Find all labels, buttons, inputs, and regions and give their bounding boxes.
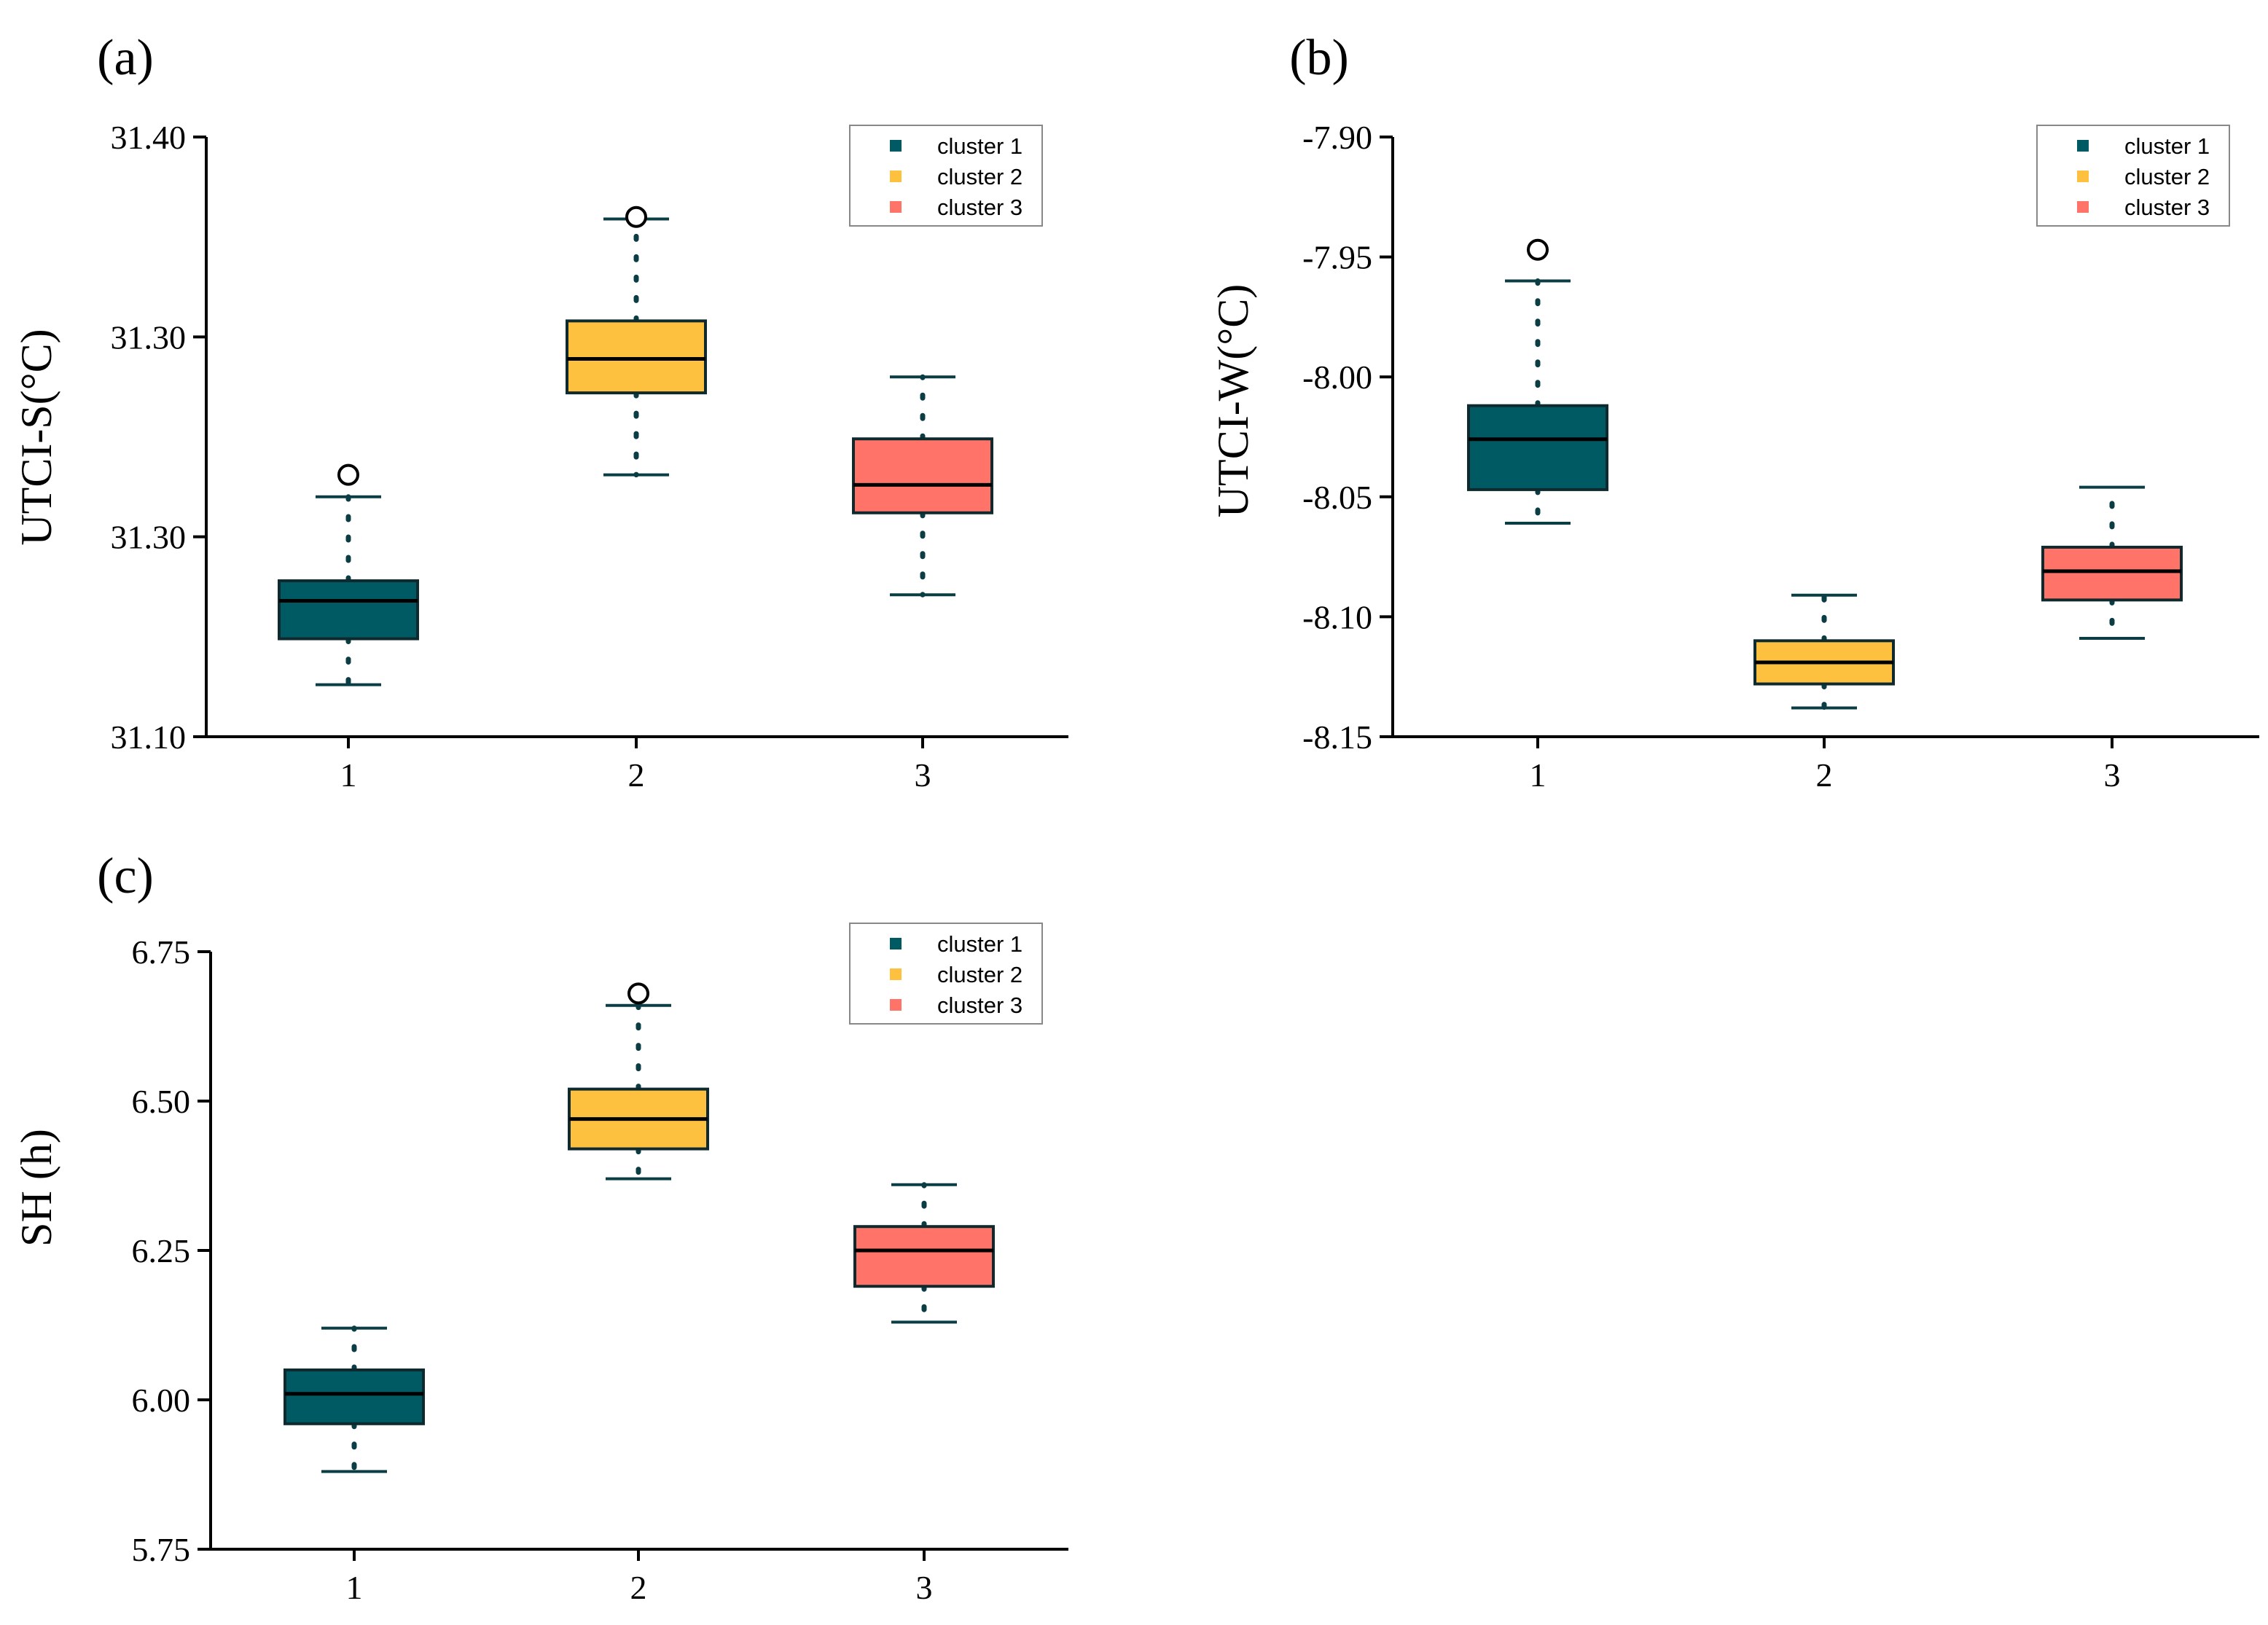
y-tick-label: -7.90: [1302, 119, 1372, 156]
y-tick-label: 5.75: [132, 1531, 191, 1568]
panel-label: (c): [97, 848, 154, 904]
y-tick-label: -7.95: [1302, 239, 1372, 276]
x-tick-label: 3: [916, 1569, 933, 1606]
box-cluster-3: [852, 437, 993, 514]
y-tick-label: 6.75: [132, 933, 191, 971]
legend-swatch: [890, 171, 902, 182]
legend-label: cluster 2: [937, 962, 1022, 987]
y-axis-title: UTCI-S(°C): [12, 329, 60, 545]
y-tick-label: -8.05: [1302, 479, 1372, 516]
y-axis-title: SH (h): [12, 1129, 60, 1247]
panel-label: (a): [97, 30, 154, 86]
legend-frame: [2036, 125, 2230, 227]
y-tick-label: 6.00: [132, 1382, 191, 1419]
y-tick-label: 31.30: [111, 318, 187, 356]
x-tick-label: 2: [1816, 756, 1833, 794]
legend-swatch: [2077, 140, 2089, 152]
box-cluster-3: [2041, 545, 2183, 602]
legend-swatch: [890, 999, 902, 1011]
legend-label: cluster 3: [2124, 195, 2210, 220]
legend-swatch: [2077, 201, 2089, 213]
box-cluster-1: [1467, 404, 1608, 491]
y-tick-label: 31.10: [111, 718, 187, 756]
y-tick-label: 31.30: [111, 519, 187, 556]
y-tick-label: -8.00: [1302, 359, 1372, 396]
legend-swatch: [890, 140, 902, 152]
outlier-point: [1527, 238, 1549, 261]
legend: cluster 1 cluster 2 cluster 3: [849, 125, 1043, 227]
legend-label: cluster 2: [937, 164, 1022, 189]
panel-a: (a) UTCI-S(°C) 31.10 31.30 31.30 31.40 1 2 3 clus…: [12, 30, 1068, 794]
legend-swatch: [2077, 171, 2089, 182]
x-tick-label: 1: [346, 1569, 363, 1606]
legend-swatch: [890, 938, 902, 949]
y-tick-label: 6.50: [132, 1083, 191, 1120]
y-axis-title: UTCI-W(°C): [1209, 284, 1257, 518]
box-cluster-3: [853, 1225, 995, 1288]
legend-label: cluster 1: [937, 133, 1022, 159]
panel-label: (b): [1289, 30, 1349, 86]
x-tick-label: 2: [628, 756, 645, 794]
y-tick-label: -8.10: [1302, 598, 1372, 635]
x-tick-label: 3: [915, 756, 931, 794]
box-cluster-1: [284, 1368, 425, 1425]
y-tick-label: 6.25: [132, 1232, 191, 1269]
legend: cluster 1 cluster 2 cluster 3: [2036, 125, 2230, 227]
legend-frame: [849, 923, 1043, 1025]
box-cluster-2: [566, 319, 707, 395]
legend: cluster 1 cluster 2 cluster 3: [849, 923, 1043, 1025]
legend-swatch: [890, 201, 902, 213]
legend-label: cluster 3: [937, 992, 1022, 1018]
legend-swatch: [890, 968, 902, 980]
legend-frame: [849, 125, 1043, 227]
legend-label: cluster 1: [2124, 133, 2210, 159]
box-cluster-1: [278, 579, 419, 641]
panel-b: (b) UTCI-W(°C) -8.15 -8.10 -8.05 -8.00 -7.95 -7…: [1209, 30, 2259, 794]
x-tick-label: 3: [2104, 756, 2121, 794]
legend-label: cluster 3: [937, 195, 1022, 220]
x-tick-label: 1: [1530, 756, 1546, 794]
panel-c: (c) SH (h) 5.75 6.00 6.25 6.50 6.75 1 2 3 cluster …: [12, 848, 1068, 1606]
outlier-point: [337, 463, 359, 486]
y-tick-label: -8.15: [1302, 718, 1372, 756]
x-tick-label: 1: [340, 756, 357, 794]
legend-label: cluster 1: [937, 931, 1022, 957]
outlier-point: [627, 982, 649, 1005]
legend-label: cluster 2: [2124, 164, 2210, 189]
x-tick-label: 2: [630, 1569, 647, 1606]
outlier-point: [625, 205, 647, 228]
y-tick-label: 31.40: [111, 119, 187, 156]
